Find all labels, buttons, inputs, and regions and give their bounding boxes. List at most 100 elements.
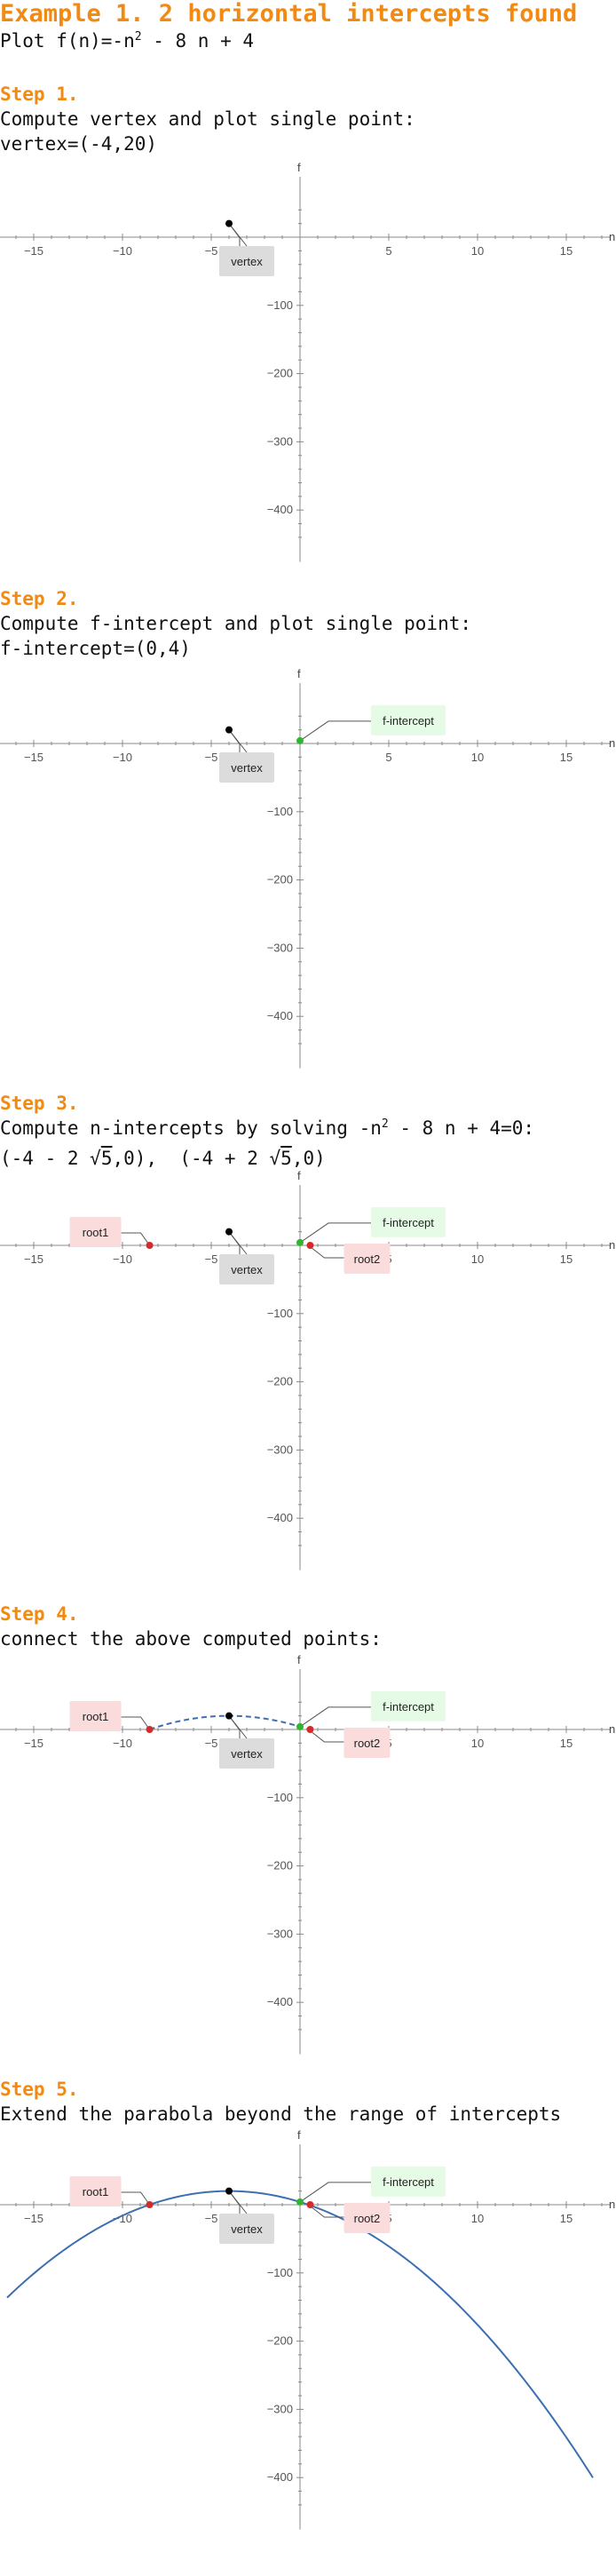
root2-leader [308, 2204, 344, 2218]
vertex-point [225, 1228, 233, 1236]
page-title: Example 1. 2 horizontal intercepts found [0, 0, 578, 28]
f-intercept-point [296, 1238, 304, 1246]
vertex-label: vertex [231, 2222, 263, 2236]
vertex-label: vertex [231, 255, 263, 268]
vertex-leader-bend [228, 1715, 241, 1738]
x-tick-label: −5 [205, 2212, 218, 2225]
x-tick-label: 15 [560, 1737, 573, 1750]
root2-label: root2 [354, 2212, 381, 2225]
root2-label-box [344, 2203, 391, 2233]
root1-point [146, 1726, 154, 1733]
x-tick-label: −15 [24, 1737, 43, 1750]
y-tick-label: −300 [267, 1927, 293, 1940]
y-axis-label: f [297, 161, 301, 174]
y-tick-label: −200 [267, 2334, 293, 2348]
x-tick-label: 15 [560, 244, 573, 258]
root1-point [146, 2201, 154, 2208]
vertex-point [225, 2187, 233, 2195]
x-tick-label: 5 [385, 751, 391, 764]
vertex-leader-bend [228, 1231, 241, 1254]
root1-leader [121, 1232, 150, 1246]
f-intercept-label-box [371, 1690, 446, 1721]
x-tick-label: −10 [113, 751, 132, 764]
step2-text: Compute f-intercept and plot single poin… [0, 613, 472, 634]
vertex-label-box [219, 2214, 274, 2244]
y-axis-label: f [297, 1169, 301, 1182]
root2-label: root2 [354, 1737, 381, 1750]
step3-text: Compute n-intercepts by solving -n2 - 8 … [0, 1117, 535, 1139]
f-intercept-label: f-intercept [383, 2175, 434, 2189]
root2-point [306, 2201, 314, 2208]
f-intercept-label-box [371, 2166, 446, 2197]
f-intercept-leader [299, 720, 371, 742]
x-tick-label: −10 [113, 244, 132, 258]
step2-plot: n f −15 −10 −5 5 10 15 −100 −200 −300 −400 vertex f-i… [0, 667, 615, 1069]
root2-leader [308, 1729, 344, 1743]
root2-point [306, 1242, 314, 1249]
x-tick-label: −10 [113, 1737, 132, 1750]
x-tick-label: −5 [205, 1252, 218, 1266]
y-axis-label: f [297, 2128, 301, 2142]
vertex-point [225, 726, 233, 734]
x-tick-label: 15 [560, 1252, 573, 1266]
x-tick-label: 15 [560, 2212, 573, 2225]
step3-roots: (-4 - 2 √5,0), (-4 + 2 √5,0) [0, 1148, 326, 1169]
x-tick-label: −15 [24, 1252, 43, 1266]
vertex-label-box [219, 246, 274, 276]
f-intercept-point [296, 1722, 304, 1730]
root1-label: root1 [83, 1226, 109, 1239]
x-axis-label: n [609, 2198, 615, 2211]
x-tick-label: 10 [471, 1252, 484, 1266]
root1-label-box [69, 2176, 122, 2206]
x-tick-label: −10 [113, 2212, 132, 2225]
y-tick-label: −300 [267, 941, 293, 954]
step4-text: connect the above computed points: [0, 1628, 382, 1650]
y-tick-label: −300 [267, 434, 293, 448]
x-axis-label: n [609, 736, 615, 750]
y-tick-label: −400 [267, 1511, 293, 1524]
root1-label-box [69, 1217, 122, 1247]
root2-label-box [344, 1244, 391, 1274]
step5-plot: nf−15−10−551015−100−200−300−400vertexf-i… [0, 2128, 615, 2530]
f-intercept-point [296, 2198, 304, 2206]
f-intercept-label: f-intercept [383, 1216, 434, 1229]
y-tick-label: −100 [267, 805, 293, 818]
x-tick-label: 5 [385, 244, 391, 258]
x-axis-label: n [609, 1238, 615, 1252]
vertex-label-box [219, 1738, 274, 1769]
vertex-label: vertex [231, 1263, 263, 1276]
y-tick-label: −200 [267, 1859, 293, 1872]
y-tick-label: −100 [267, 1791, 293, 1804]
vertex-label: vertex [231, 1747, 263, 1761]
step1-heading: Step 1. [0, 83, 79, 105]
step2-heading: Step 2. [0, 588, 79, 609]
vertex-leader-bend [228, 2190, 241, 2214]
root2-point [306, 1726, 314, 1733]
y-tick-label: −100 [267, 1307, 293, 1320]
x-tick-label: 10 [471, 1737, 484, 1750]
y-tick-label: −100 [267, 2266, 293, 2279]
step4-heading: Step 4. [0, 1603, 79, 1625]
y-tick-label: −400 [267, 503, 293, 516]
vertex-label: vertex [231, 761, 263, 775]
step3-plot: nf−15−10−551015−100−200−300−400vertexf-i… [0, 1169, 615, 1570]
root1-point [146, 1242, 154, 1249]
step2-fintercept-value: f-intercept=(0,4) [0, 638, 191, 659]
x-tick-label: −5 [205, 751, 218, 764]
vertex-leader-bend [228, 223, 241, 246]
f-intercept-label-box [371, 704, 446, 735]
y-tick-label: −200 [267, 367, 293, 380]
root1-leader [121, 1716, 150, 1730]
y-axis-label: f [297, 1653, 301, 1666]
f-intercept-point [296, 736, 304, 744]
f-intercept-leader [299, 1222, 371, 1244]
f-intercept-label: f-intercept [383, 714, 434, 727]
x-tick-label: −5 [205, 244, 218, 258]
x-tick-label: −10 [113, 1252, 132, 1266]
x-tick-label: −5 [205, 1737, 218, 1750]
x-tick-label: −15 [24, 244, 43, 258]
y-tick-label: −300 [267, 1443, 293, 1456]
step1-text: Compute vertex and plot single point: [0, 108, 415, 130]
plot-statement: Plot f(n)=-n2 - 8 n + 4 [0, 30, 254, 52]
step4-plot: nf−15−10−551015−100−200−300−400vertexf-i… [0, 1653, 615, 2055]
